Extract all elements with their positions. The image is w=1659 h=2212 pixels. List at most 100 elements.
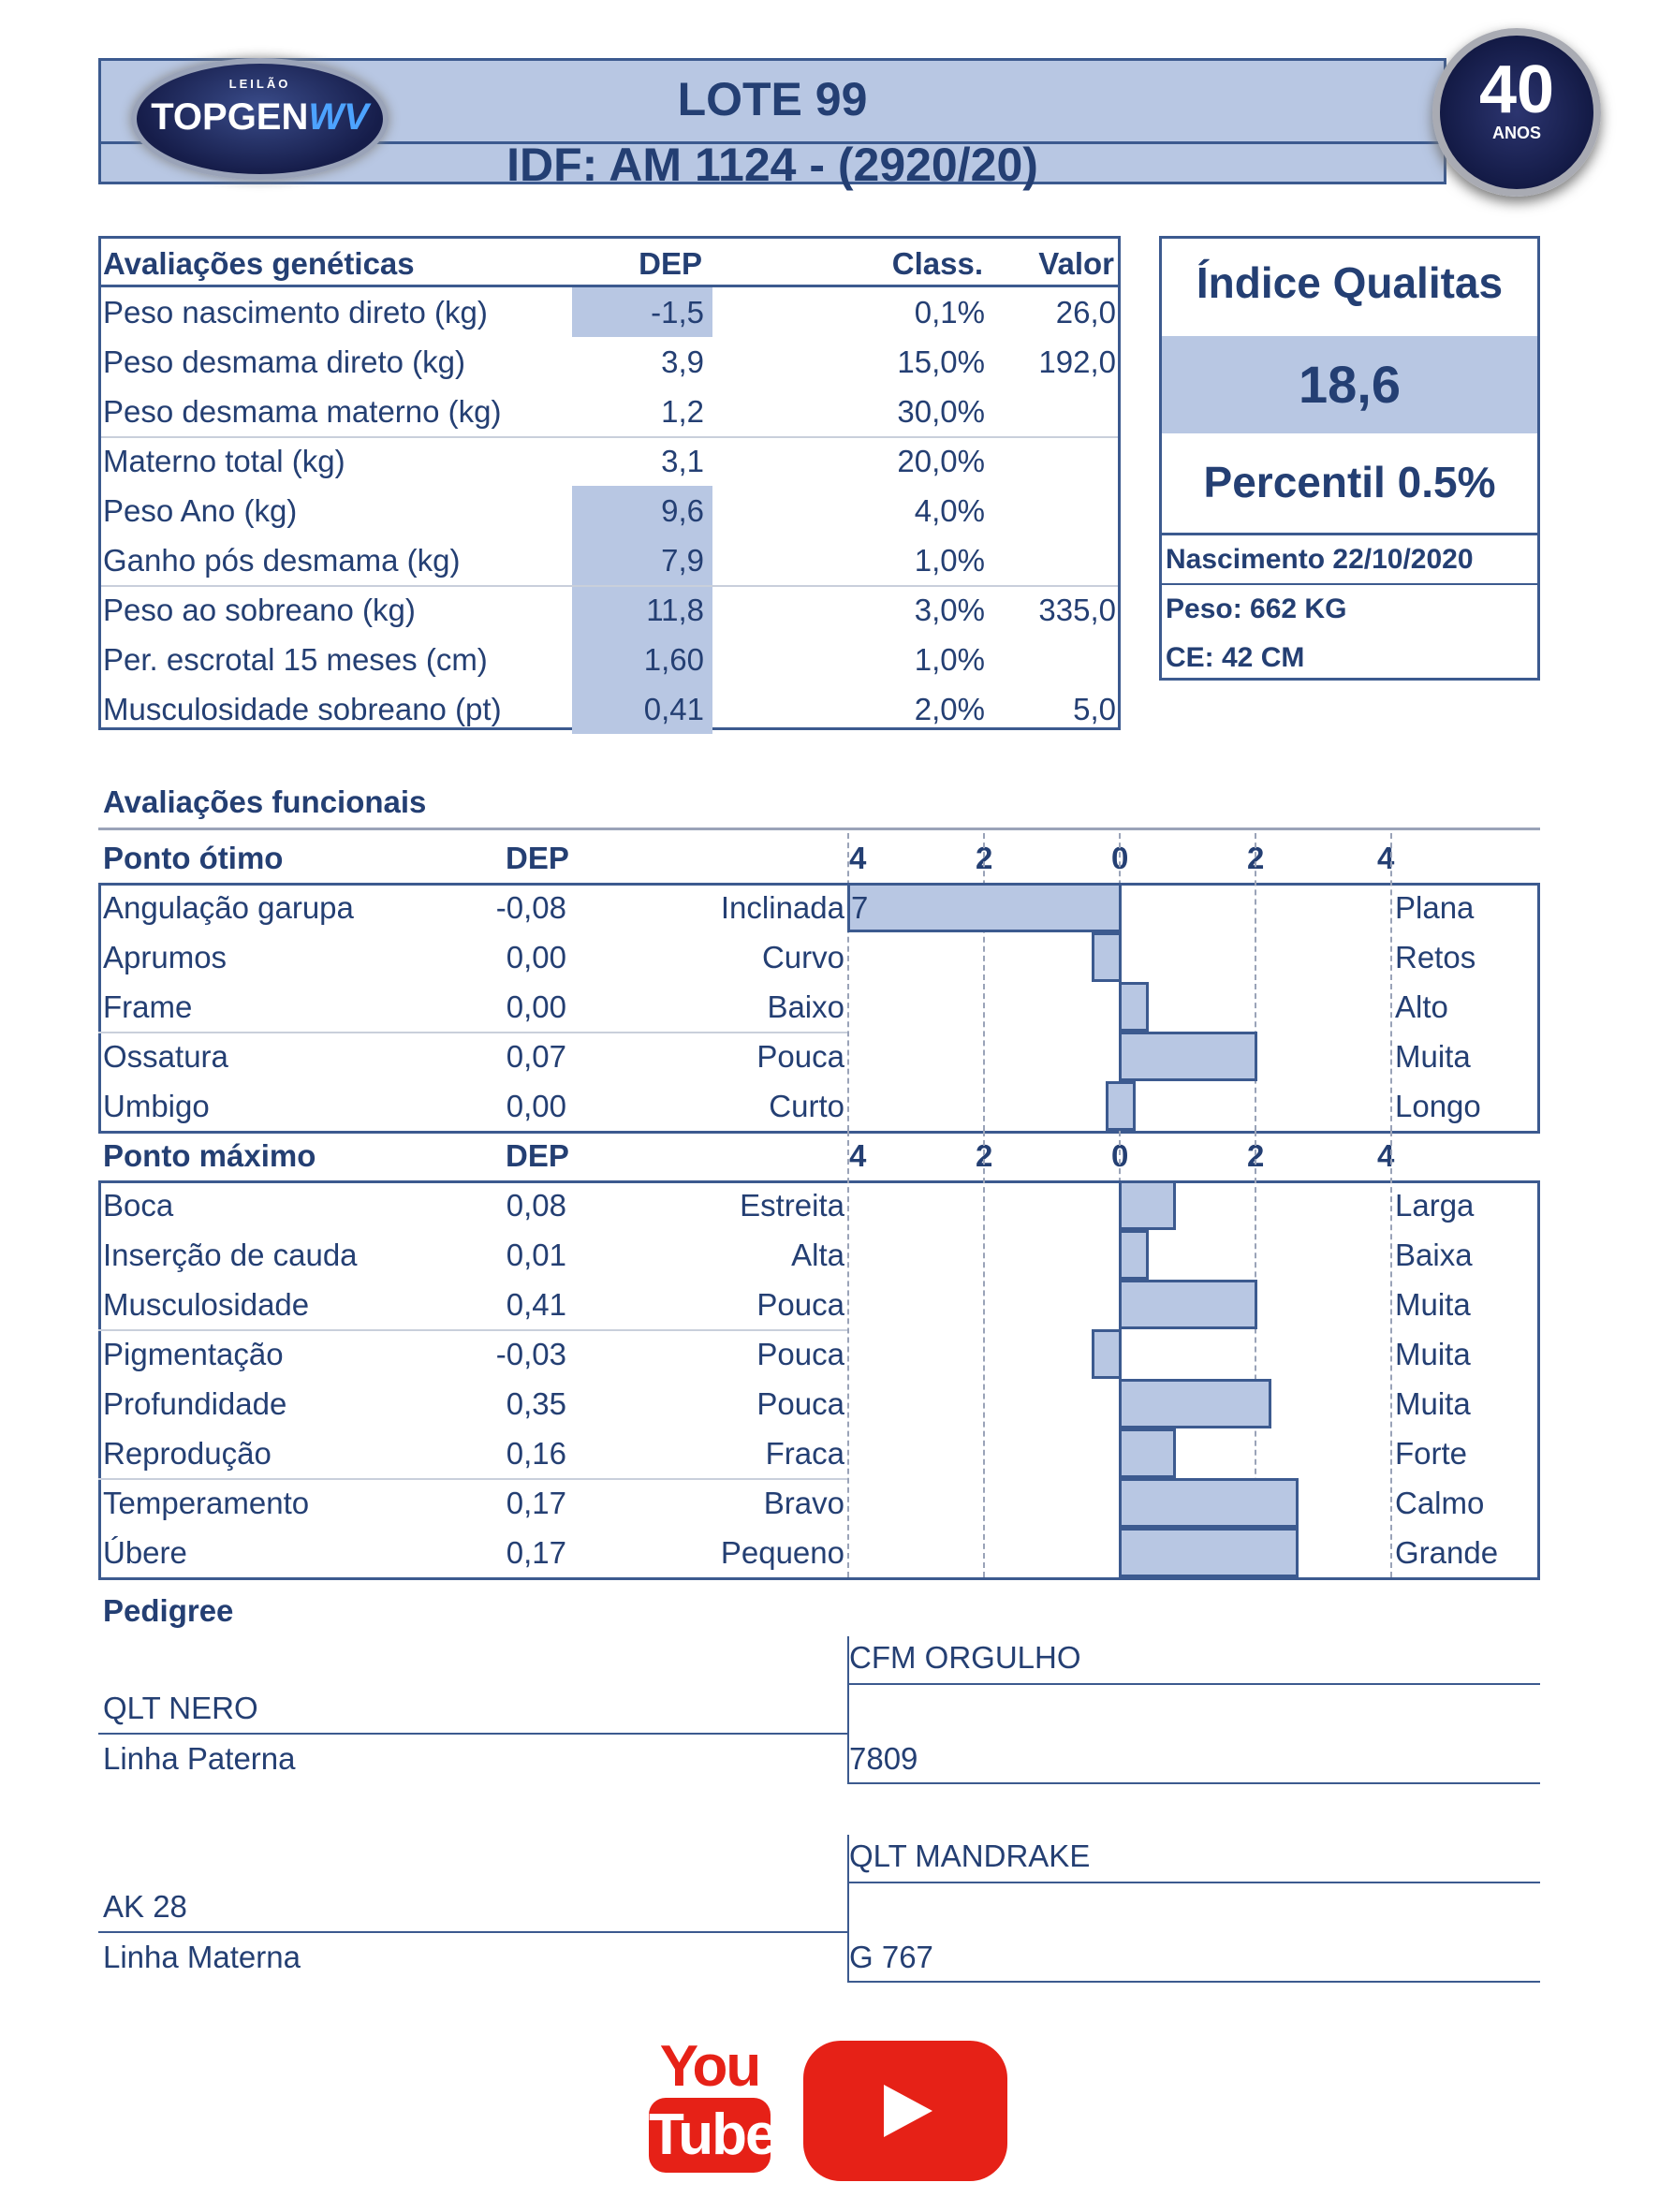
chart-bar (1119, 982, 1149, 1032)
dep-highlight (572, 287, 712, 337)
sire-line-label: Linha Paterna (103, 1741, 296, 1776)
class-value: 30,0% (897, 394, 985, 429)
valor-value: 192,0 (1038, 344, 1116, 379)
weight: Peso: 662 KG (1166, 593, 1347, 624)
dam-dam: G 767 (849, 1940, 933, 1974)
trait-label: Peso ao sobreano (kg) (103, 593, 416, 627)
chart-bar (1119, 1528, 1299, 1577)
topgen-logo: LEILÃO TOPGENWV (131, 58, 389, 180)
class-value: 15,0% (897, 344, 985, 379)
youtube-play-button[interactable] (803, 2041, 1007, 2181)
left-pole-label: Estreita (740, 1188, 844, 1223)
qualitas-index-box: Índice Qualitas 18,6 Percentil 0.5% Nasc… (1159, 236, 1540, 681)
genetic-evaluations-table: Avaliações genéticas DEP Class. Valor Peso n… (98, 236, 1121, 734)
dep-value: 0,35 (506, 1386, 566, 1421)
left-pole-label: Baixo (767, 989, 844, 1024)
trait-label: Materno total (kg) (103, 444, 345, 478)
dep-value: 7,9 (661, 543, 704, 578)
right-pole-label: Longo (1395, 1089, 1481, 1123)
trait-label: Musculosidade (103, 1287, 310, 1322)
dep-value: 1,60 (643, 642, 704, 677)
col-header-dep: DEP (639, 246, 702, 281)
table-row: Ganho pós desmama (kg) 7,9 1,0% (103, 535, 1116, 585)
chart-bar (1119, 1280, 1257, 1329)
trait-label: Umbigo (103, 1089, 210, 1123)
chart-bar (1105, 1081, 1136, 1131)
right-pole-label: Muita (1395, 1386, 1471, 1421)
right-pole-label: Grande (1395, 1535, 1499, 1570)
gridline (847, 833, 849, 1131)
scrotal-circumference: CE: 42 CM (1166, 642, 1305, 673)
group-header: Ponto máximo (103, 1138, 316, 1173)
trait-label: Ganho pós desmama (kg) (103, 543, 461, 578)
left-pole-label: Fraca (765, 1436, 844, 1471)
col-header-class: Class. (891, 246, 983, 281)
trait-label: Peso nascimento direto (kg) (103, 295, 488, 330)
group-header: Ponto ótimo (103, 841, 284, 875)
dep-value: 3,9 (661, 344, 704, 379)
table-row: Musculosidade sobreano (pt) 0,41 2,0% 5,0 (103, 684, 1116, 734)
dep-highlight (572, 535, 712, 585)
left-pole-label: Curto (769, 1089, 844, 1123)
trait-label: Musculosidade sobreano (pt) (103, 692, 502, 726)
valor-value: 335,0 (1038, 593, 1116, 627)
dep-value: 0,17 (506, 1486, 566, 1520)
dep-header: DEP (506, 841, 569, 875)
trait-label: Peso Ano (kg) (103, 493, 298, 528)
dep-value: 0,00 (506, 1089, 566, 1123)
trait-label: Profundidade (103, 1386, 287, 1421)
trait-label: Angulação garupa (103, 890, 354, 925)
right-pole-label: Plana (1395, 890, 1475, 925)
right-pole-label: Alto (1395, 989, 1448, 1024)
dep-value: 0,08 (506, 1188, 566, 1223)
trait-label: Boca (103, 1188, 174, 1223)
axis-tick: 0 (1111, 841, 1129, 875)
table-row: Peso desmama direto (kg) 3,9 15,0% 192,0 (103, 337, 1116, 387)
left-pole-label: Pouca (756, 1386, 844, 1421)
class-value: 0,1% (914, 295, 985, 330)
dep-value: 9,6 (661, 493, 704, 528)
trait-label: Temperamento (103, 1486, 310, 1520)
left-pole-label: Pequeno (720, 1535, 844, 1570)
trait-label: Frame (103, 989, 193, 1024)
dep-value: 11,8 (646, 593, 704, 627)
trait-label: Inserção de cauda (103, 1238, 358, 1272)
axis-tick: 4 (849, 1138, 867, 1173)
bar-overflow-label: 7 (851, 890, 869, 925)
dep-value: -1,5 (651, 295, 704, 330)
dep-value: 0,00 (506, 989, 566, 1024)
dep-value: 3,1 (661, 444, 704, 478)
trait-label: Reprodução (103, 1436, 272, 1471)
youtube-wordmark[interactable]: You Tube (649, 2036, 778, 2181)
col-header-valor: Valor (1038, 246, 1114, 281)
class-value: 3,0% (914, 593, 985, 627)
axis-tick: 2 (976, 841, 993, 875)
class-value: 2,0% (914, 692, 985, 726)
axis-tick: 4 (849, 841, 867, 875)
left-pole-label: Inclinada (720, 890, 844, 925)
trait-label: Peso desmama materno (kg) (103, 394, 502, 429)
right-pole-label: Calmo (1395, 1486, 1485, 1520)
trait-label: Aprumos (103, 940, 228, 974)
class-value: 1,0% (914, 642, 985, 677)
chart-bar (1119, 1180, 1176, 1230)
chart-bar (1119, 1428, 1176, 1478)
class-value: 1,0% (914, 543, 985, 578)
axis-tick: 4 (1377, 1138, 1395, 1173)
right-pole-label: Baixa (1395, 1238, 1473, 1272)
chart-bar (1119, 1032, 1257, 1081)
gridline (1390, 833, 1392, 1131)
genetic-header: Avaliações genéticas DEP Class. Valor (103, 239, 1114, 288)
dam-line-label: Linha Materna (103, 1940, 301, 1974)
play-icon (884, 2085, 932, 2137)
right-pole-label: Forte (1395, 1436, 1468, 1471)
col-header-trait: Avaliações genéticas (103, 246, 415, 281)
left-pole-label: Pouca (756, 1039, 844, 1074)
birth-date: Nascimento 22/10/2020 (1166, 544, 1474, 575)
table-row: Peso desmama materno (kg) 1,2 30,0% (103, 387, 1116, 436)
dep-value: -0,08 (495, 890, 566, 925)
sire: QLT NERO (103, 1691, 258, 1725)
table-row: Peso ao sobreano (kg) 11,8 3,0% 335,0 (103, 585, 1116, 635)
axis-tick: 2 (976, 1138, 993, 1173)
qualitas-title: Índice Qualitas (1196, 258, 1504, 307)
